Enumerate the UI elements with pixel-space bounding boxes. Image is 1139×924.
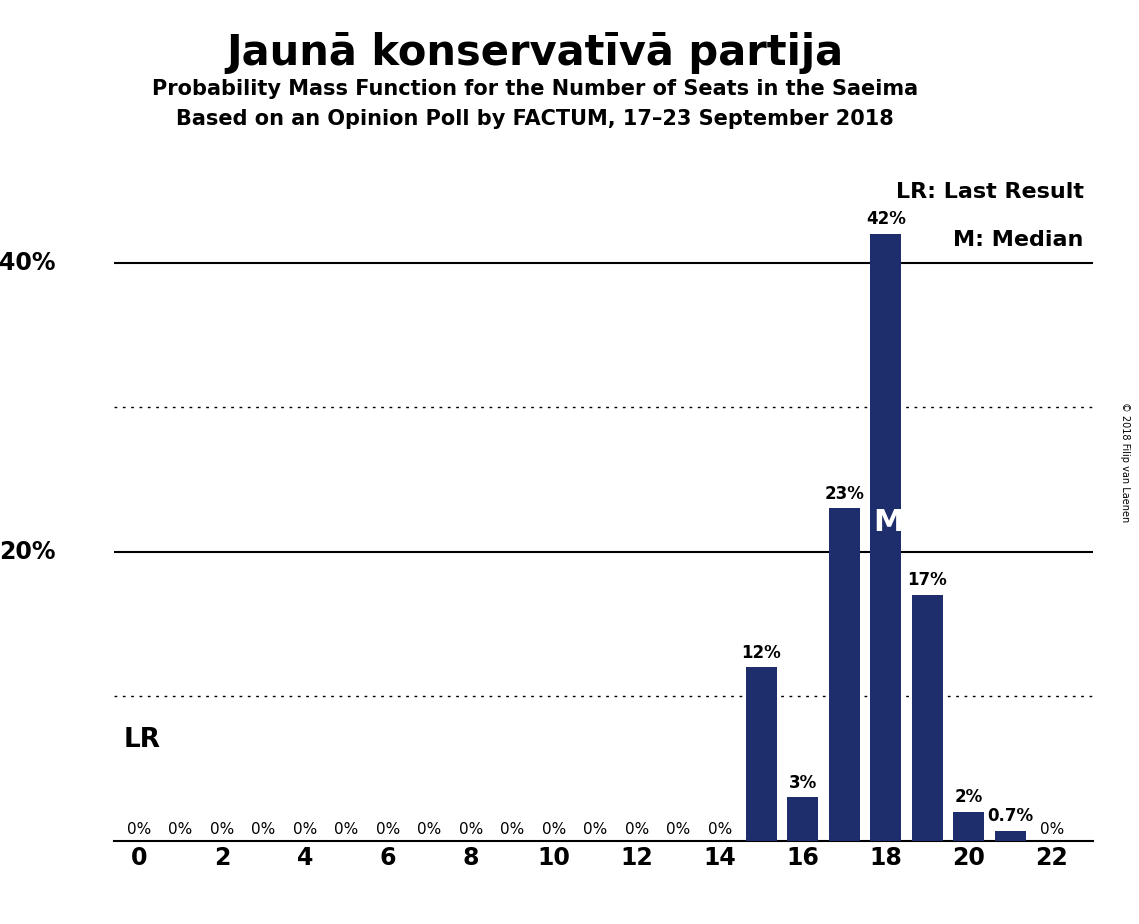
Text: Based on an Opinion Poll by FACTUM, 17–23 September 2018: Based on an Opinion Poll by FACTUM, 17–2… xyxy=(177,109,894,129)
Text: 0%: 0% xyxy=(169,821,192,836)
Text: LR: LR xyxy=(124,726,161,752)
Bar xyxy=(870,234,901,841)
Text: 0%: 0% xyxy=(666,821,690,836)
Text: 0%: 0% xyxy=(459,821,483,836)
Bar xyxy=(912,595,943,841)
Text: Jaunā konservatīvā partija: Jaunā konservatīvā partija xyxy=(227,32,844,74)
Text: 0%: 0% xyxy=(1040,821,1064,836)
Bar xyxy=(746,667,777,841)
Bar xyxy=(994,831,1026,841)
Bar xyxy=(829,508,860,841)
Text: 0%: 0% xyxy=(583,821,607,836)
Text: 0%: 0% xyxy=(707,821,732,836)
Bar xyxy=(953,812,984,841)
Text: Probability Mass Function for the Number of Seats in the Saeima: Probability Mass Function for the Number… xyxy=(153,79,918,99)
Text: 0.7%: 0.7% xyxy=(988,807,1033,825)
Text: 23%: 23% xyxy=(825,485,865,503)
Text: 2%: 2% xyxy=(954,788,983,806)
Text: 42%: 42% xyxy=(866,210,906,228)
Text: LR: Last Result: LR: Last Result xyxy=(895,182,1083,202)
Bar xyxy=(787,797,819,841)
Text: 0%: 0% xyxy=(625,821,649,836)
Text: 0%: 0% xyxy=(126,821,151,836)
Text: 12%: 12% xyxy=(741,644,781,662)
Text: 0%: 0% xyxy=(542,821,566,836)
Text: 0%: 0% xyxy=(376,821,400,836)
Text: 17%: 17% xyxy=(908,571,948,590)
Text: 0%: 0% xyxy=(293,821,317,836)
Text: © 2018 Filip van Laenen: © 2018 Filip van Laenen xyxy=(1120,402,1130,522)
Text: 0%: 0% xyxy=(252,821,276,836)
Text: 40%: 40% xyxy=(0,250,55,274)
Text: 0%: 0% xyxy=(417,821,442,836)
Text: 0%: 0% xyxy=(334,821,359,836)
Text: 0%: 0% xyxy=(500,821,524,836)
Text: M: M xyxy=(872,508,903,538)
Text: M: Median: M: Median xyxy=(953,230,1083,249)
Text: 20%: 20% xyxy=(0,540,55,564)
Text: 3%: 3% xyxy=(789,773,817,792)
Text: 0%: 0% xyxy=(210,821,233,836)
